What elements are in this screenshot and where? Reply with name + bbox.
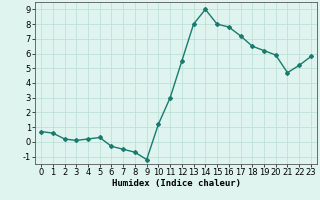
X-axis label: Humidex (Indice chaleur): Humidex (Indice chaleur) xyxy=(111,179,241,188)
